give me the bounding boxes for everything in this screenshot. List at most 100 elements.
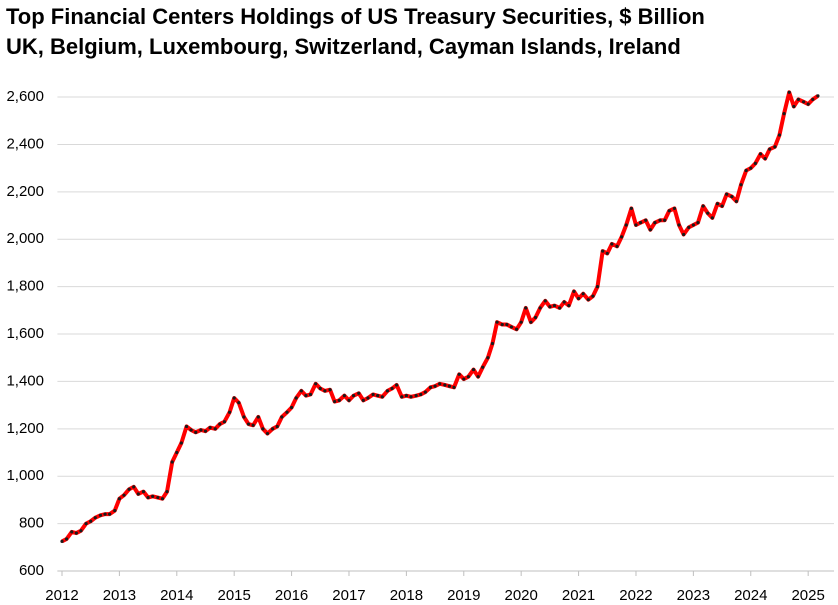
data-point [572, 289, 576, 293]
data-point [730, 194, 734, 199]
data-point [395, 383, 399, 387]
data-point [136, 492, 140, 496]
data-point [796, 97, 801, 102]
data-point [361, 398, 365, 402]
data-point [347, 398, 351, 402]
data-point [280, 415, 284, 419]
data-point [524, 306, 528, 310]
data-line [61, 90, 820, 544]
y-tick-label: 2,400 [6, 135, 44, 152]
data-point [251, 423, 255, 427]
data-point [677, 223, 681, 227]
x-tick-label: 2016 [275, 587, 308, 604]
data-point [576, 296, 581, 301]
data-point [591, 294, 595, 298]
data-point [242, 415, 246, 419]
data-point [294, 396, 298, 400]
data-point [749, 166, 753, 170]
data-point [457, 372, 461, 376]
x-tick-label: 2024 [734, 587, 767, 604]
data-point [595, 285, 600, 289]
x-tick-label: 2013 [103, 587, 136, 604]
y-tick-label: 1,400 [6, 372, 44, 389]
data-point [653, 221, 657, 225]
data-point [113, 508, 117, 513]
data-point [476, 375, 480, 379]
data-point [141, 490, 146, 494]
data-point [777, 133, 782, 137]
data-point [318, 386, 322, 391]
data-point [533, 315, 538, 320]
data-point [385, 389, 390, 393]
data-point [108, 512, 112, 516]
data-point [419, 392, 423, 397]
data-point [189, 428, 193, 432]
data-point [165, 490, 169, 494]
data-point [720, 204, 724, 208]
data-point [60, 539, 64, 543]
data-point [184, 424, 189, 429]
x-tick-label: 2019 [447, 587, 480, 604]
data-point [624, 223, 628, 227]
data-point [744, 168, 748, 173]
data-point [548, 305, 552, 309]
y-tick-label: 2,200 [6, 183, 44, 200]
data-point [658, 218, 662, 222]
data-point [199, 428, 203, 432]
data-point [667, 209, 671, 213]
x-tick-label: 2020 [504, 587, 537, 604]
data-point [208, 426, 212, 430]
chart-title: Top Financial Centers Holdings of US Tre… [6, 4, 705, 29]
data-point [495, 320, 499, 324]
data-point [500, 322, 504, 327]
data-point [151, 494, 155, 498]
data-point [605, 251, 609, 256]
data-point [70, 530, 74, 534]
data-point [122, 493, 126, 497]
data-point [634, 223, 638, 227]
data-point [342, 394, 346, 398]
data-point [160, 497, 165, 501]
data-point [763, 157, 767, 161]
data-point [409, 395, 413, 399]
data-point [672, 206, 677, 211]
data-point [299, 389, 303, 393]
x-tick-label: 2025 [791, 587, 824, 604]
data-point [538, 306, 542, 310]
data-point [308, 392, 313, 397]
data-point [586, 298, 590, 302]
data-point [505, 322, 509, 327]
data-point [725, 192, 729, 196]
data-point [232, 396, 236, 400]
data-point [351, 394, 356, 398]
data-point [414, 394, 418, 398]
data-point [787, 90, 791, 94]
data-point [246, 422, 251, 426]
data-point [471, 367, 476, 372]
data-point [801, 100, 806, 104]
data-point [466, 375, 470, 379]
data-point [682, 232, 686, 237]
data-point [811, 97, 815, 102]
data-point [644, 218, 648, 222]
y-tick-label: 2,600 [6, 88, 44, 105]
data-point [514, 327, 519, 331]
data-point [265, 431, 270, 436]
data-point [806, 102, 810, 106]
data-point [179, 441, 183, 445]
data-point [715, 202, 720, 206]
data-point [337, 398, 341, 402]
data-point [64, 537, 69, 541]
data-point [490, 341, 495, 346]
data-point [734, 199, 739, 203]
data-point [816, 94, 820, 98]
data-point [323, 389, 327, 393]
data-point [333, 399, 337, 404]
data-point [289, 405, 294, 410]
data-point [452, 385, 456, 389]
data-point [314, 382, 318, 386]
x-tick-label: 2012 [45, 587, 78, 604]
data-point [447, 384, 452, 388]
data-point [146, 495, 150, 500]
